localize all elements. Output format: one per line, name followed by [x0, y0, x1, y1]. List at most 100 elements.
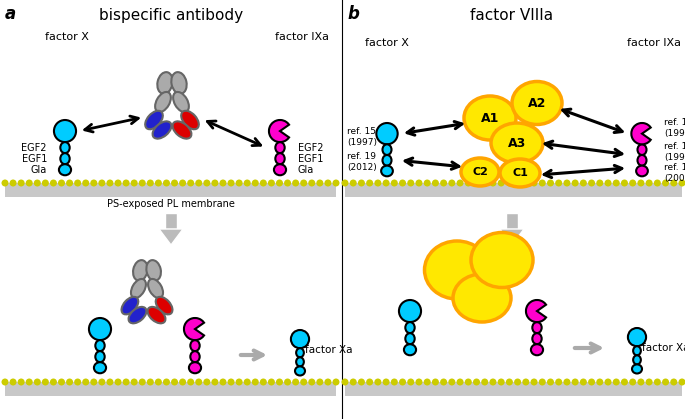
Circle shape — [147, 179, 154, 186]
Circle shape — [58, 179, 65, 186]
Circle shape — [155, 378, 162, 385]
Circle shape — [212, 179, 219, 186]
Ellipse shape — [632, 365, 642, 373]
Circle shape — [252, 179, 259, 186]
Text: ref. 15
(1997): ref. 15 (1997) — [347, 127, 377, 147]
Circle shape — [244, 179, 251, 186]
Circle shape — [638, 378, 645, 385]
Circle shape — [613, 378, 620, 385]
Circle shape — [90, 179, 97, 186]
Text: C2: C2 — [472, 167, 488, 177]
Circle shape — [227, 179, 234, 186]
Ellipse shape — [532, 322, 542, 333]
Ellipse shape — [94, 362, 106, 373]
Circle shape — [99, 179, 105, 186]
Circle shape — [34, 179, 41, 186]
Circle shape — [506, 179, 513, 186]
Ellipse shape — [173, 92, 189, 112]
Circle shape — [572, 179, 579, 186]
Circle shape — [514, 179, 521, 186]
Circle shape — [332, 179, 340, 186]
Circle shape — [514, 378, 521, 385]
Circle shape — [244, 378, 251, 385]
Circle shape — [358, 179, 365, 186]
Circle shape — [646, 378, 653, 385]
Ellipse shape — [461, 158, 499, 186]
Circle shape — [74, 378, 81, 385]
Circle shape — [147, 378, 154, 385]
Circle shape — [90, 378, 97, 385]
Ellipse shape — [453, 274, 511, 322]
Bar — [345, 183, 682, 197]
Circle shape — [308, 378, 315, 385]
Circle shape — [219, 378, 227, 385]
Circle shape — [671, 179, 677, 186]
Circle shape — [155, 179, 162, 186]
Circle shape — [408, 378, 414, 385]
Circle shape — [50, 179, 57, 186]
Circle shape — [366, 179, 373, 186]
Circle shape — [465, 378, 472, 385]
Bar — [506, 213, 518, 229]
Ellipse shape — [512, 82, 562, 124]
Circle shape — [564, 179, 571, 186]
Ellipse shape — [190, 351, 199, 362]
Circle shape — [42, 378, 49, 385]
Ellipse shape — [491, 123, 543, 163]
Circle shape — [26, 378, 33, 385]
Ellipse shape — [406, 333, 414, 344]
Ellipse shape — [274, 164, 286, 175]
Circle shape — [1, 179, 8, 186]
Circle shape — [432, 378, 439, 385]
Circle shape — [580, 378, 587, 385]
Circle shape — [292, 179, 299, 186]
Circle shape — [358, 378, 365, 385]
Circle shape — [26, 179, 33, 186]
Circle shape — [284, 378, 291, 385]
Circle shape — [131, 179, 138, 186]
Circle shape — [114, 179, 121, 186]
Text: factor X: factor X — [365, 38, 409, 48]
Circle shape — [123, 378, 129, 385]
Text: C1: C1 — [512, 168, 528, 178]
Ellipse shape — [129, 307, 147, 323]
Wedge shape — [269, 120, 289, 142]
Ellipse shape — [636, 166, 648, 176]
Circle shape — [74, 179, 81, 186]
Circle shape — [268, 378, 275, 385]
Circle shape — [342, 378, 349, 385]
Circle shape — [106, 378, 114, 385]
Ellipse shape — [633, 346, 641, 355]
Circle shape — [350, 378, 357, 385]
Circle shape — [1, 378, 8, 385]
Circle shape — [252, 378, 259, 385]
Circle shape — [605, 179, 612, 186]
Ellipse shape — [295, 366, 305, 375]
Circle shape — [268, 179, 275, 186]
Circle shape — [195, 378, 202, 385]
Text: A2: A2 — [528, 96, 546, 109]
Circle shape — [106, 179, 114, 186]
Circle shape — [82, 378, 89, 385]
Circle shape — [276, 378, 283, 385]
Ellipse shape — [60, 153, 70, 164]
Circle shape — [260, 378, 267, 385]
Circle shape — [473, 179, 480, 186]
Circle shape — [284, 179, 291, 186]
Circle shape — [332, 378, 340, 385]
Wedge shape — [632, 123, 651, 144]
Circle shape — [506, 378, 513, 385]
Ellipse shape — [633, 355, 641, 365]
Ellipse shape — [464, 96, 516, 140]
Circle shape — [613, 179, 620, 186]
Ellipse shape — [131, 279, 146, 298]
Ellipse shape — [531, 344, 543, 355]
Ellipse shape — [628, 328, 646, 346]
Text: ref. 13
(1994): ref. 13 (1994) — [664, 142, 685, 162]
Ellipse shape — [145, 111, 163, 129]
Text: factor VIIIa: factor VIIIa — [471, 8, 553, 23]
Text: EGF1: EGF1 — [298, 154, 323, 164]
Circle shape — [416, 179, 423, 186]
Ellipse shape — [296, 357, 304, 366]
Ellipse shape — [158, 72, 173, 94]
